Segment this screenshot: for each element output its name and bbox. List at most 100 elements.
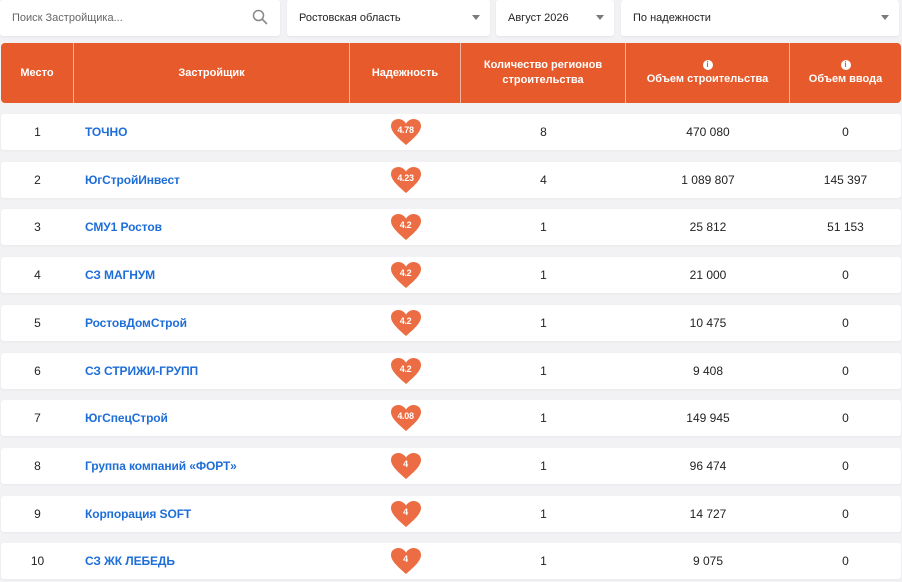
regions-cell: 1: [461, 257, 626, 293]
regions-value: 1: [540, 316, 547, 330]
developer-name[interactable]: РостовДомСтрой: [85, 316, 187, 330]
commissioning-value: 0: [842, 364, 849, 378]
rank-cell: 5: [1, 305, 74, 341]
regions-value: 1: [540, 507, 547, 521]
commissioning-cell: 0: [790, 257, 901, 293]
developer-link[interactable]: РостовДомСтрой: [74, 305, 350, 341]
developer-link[interactable]: СЗ СТРИЖИ-ГРУПП: [74, 353, 350, 389]
header-regions[interactable]: Количество регионов строительства: [461, 43, 626, 103]
commissioning-cell: 0: [790, 400, 901, 436]
search-input[interactable]: Поиск Застройщика...: [12, 12, 123, 24]
commissioning-value: 0: [842, 459, 849, 473]
search-field[interactable]: Поиск Застройщика...: [0, 0, 280, 36]
developer-link[interactable]: СЗ МАГНУМ: [74, 257, 350, 293]
reliability-score: 4: [403, 506, 408, 517]
developers-table: Место Застройщик Надежность Количество р…: [1, 43, 901, 579]
volume-value: 9 408: [692, 364, 724, 378]
developer-name[interactable]: СЗ МАГНУМ: [85, 268, 156, 282]
table-row[interactable]: 5 РостовДомСтрой 4.2 1 10 475 0: [1, 305, 901, 341]
filter-bar: Поиск Застройщика... Ростовская область …: [0, 0, 902, 36]
heart-icon: 4: [390, 547, 422, 575]
volume-cell: 96 474: [626, 448, 790, 484]
developer-link[interactable]: СМУ1 Ростов: [74, 209, 350, 245]
regions-value: 1: [540, 364, 547, 378]
table-row[interactable]: 8 Группа компаний «ФОРТ» 4 1 96 474 0: [1, 448, 901, 484]
sort-select[interactable]: По надежности: [621, 0, 899, 36]
volume-cell: 9 408: [626, 353, 790, 389]
header-developer[interactable]: Застройщик: [74, 43, 350, 103]
developer-name[interactable]: СМУ1 Ростов: [85, 220, 162, 234]
volume-cell: 1 089 807: [626, 162, 790, 198]
developer-link[interactable]: ЮгСтройИнвест: [74, 162, 350, 198]
header-volume[interactable]: i Объем строительства: [626, 43, 790, 103]
developer-link[interactable]: ЮгСпецСтрой: [74, 400, 350, 436]
rank-cell: 3: [1, 209, 74, 245]
reliability-score: 4: [403, 553, 408, 564]
period-select[interactable]: Август 2026: [496, 0, 614, 36]
developer-name[interactable]: ТОЧНО: [85, 125, 128, 139]
rank-cell: 7: [1, 400, 74, 436]
commissioning-value: 0: [842, 411, 849, 425]
developer-link[interactable]: ТОЧНО: [74, 114, 350, 150]
heart-icon: 4.78: [390, 118, 422, 146]
volume-value: 470 080: [686, 125, 730, 139]
rank-value: 5: [34, 316, 41, 330]
region-select[interactable]: Ростовская область: [287, 0, 490, 36]
info-icon[interactable]: i: [840, 59, 851, 70]
reliability-cell: 4.2: [350, 353, 461, 389]
table-row[interactable]: 4 СЗ МАГНУМ 4.2 1 21 000 0: [1, 257, 901, 293]
table-row[interactable]: 10 СЗ ЖК ЛЕБЕДЬ 4 1 9 075 0: [1, 543, 901, 579]
table-row[interactable]: 1 ТОЧНО 4.78 8 470 080 0: [1, 114, 901, 150]
commissioning-cell: 0: [790, 543, 901, 579]
volume-value: 1 089 807: [681, 173, 735, 187]
heart-icon: 4: [390, 500, 422, 528]
volume-cell: 470 080: [626, 114, 790, 150]
rank-value: 8: [34, 459, 41, 473]
regions-value: 1: [540, 268, 547, 282]
table-row[interactable]: 9 Корпорация SOFT 4 1 14 727 0: [1, 496, 901, 532]
commissioning-cell: 0: [790, 305, 901, 341]
developer-link[interactable]: Корпорация SOFT: [74, 496, 350, 532]
commissioning-value: 0: [842, 554, 849, 568]
regions-cell: 1: [461, 496, 626, 532]
heart-icon: 4.2: [390, 309, 422, 337]
table-row[interactable]: 2 ЮгСтройИнвест 4.23 4 1 089 807 145 397: [1, 162, 901, 198]
reliability-cell: 4.23: [350, 162, 461, 198]
developer-link[interactable]: СЗ ЖК ЛЕБЕДЬ: [74, 543, 350, 579]
volume-value: 25 812: [689, 220, 727, 234]
header-rank[interactable]: Место: [1, 43, 74, 103]
regions-cell: 8: [461, 114, 626, 150]
reliability-cell: 4.08: [350, 400, 461, 436]
developer-name[interactable]: Группа компаний «ФОРТ»: [85, 459, 237, 473]
commissioning-value: 0: [842, 316, 849, 330]
search-icon[interactable]: [252, 9, 268, 25]
chevron-down-icon: [881, 15, 889, 20]
commissioning-value: 0: [842, 125, 849, 139]
heart-icon: 4: [390, 452, 422, 480]
commissioning-value: 51 153: [827, 220, 864, 234]
rank-value: 2: [34, 173, 41, 187]
developer-name[interactable]: СЗ СТРИЖИ-ГРУПП: [85, 364, 199, 378]
rank-cell: 4: [1, 257, 74, 293]
sort-select-value: По надежности: [633, 12, 711, 24]
developer-name[interactable]: Корпорация SOFT: [85, 507, 192, 521]
reliability-cell: 4: [350, 448, 461, 484]
regions-cell: 1: [461, 353, 626, 389]
reliability-cell: 4.78: [350, 114, 461, 150]
rank-value: 9: [34, 507, 41, 521]
developer-name[interactable]: СЗ ЖК ЛЕБЕДЬ: [85, 554, 175, 568]
table-row[interactable]: 3 СМУ1 Ростов 4.2 1 25 812 51 153: [1, 209, 901, 245]
header-commissioning[interactable]: i Объем ввода: [808, 59, 883, 85]
developer-name[interactable]: ЮгСтройИнвест: [85, 173, 180, 187]
table-row[interactable]: 6 СЗ СТРИЖИ-ГРУПП 4.2 1 9 408 0: [1, 353, 901, 389]
header-reliability[interactable]: Надежность: [350, 43, 461, 103]
regions-value: 8: [540, 125, 547, 139]
developer-link[interactable]: Группа компаний «ФОРТ»: [74, 448, 350, 484]
table-row[interactable]: 7 ЮгСпецСтрой 4.08 1 149 945 0: [1, 400, 901, 436]
developer-name[interactable]: ЮгСпецСтрой: [85, 411, 168, 425]
commissioning-cell: 0: [790, 448, 901, 484]
reliability-cell: 4.2: [350, 257, 461, 293]
heart-icon: 4.2: [390, 357, 422, 385]
info-icon[interactable]: i: [702, 59, 713, 70]
rank-value: 3: [34, 220, 41, 234]
